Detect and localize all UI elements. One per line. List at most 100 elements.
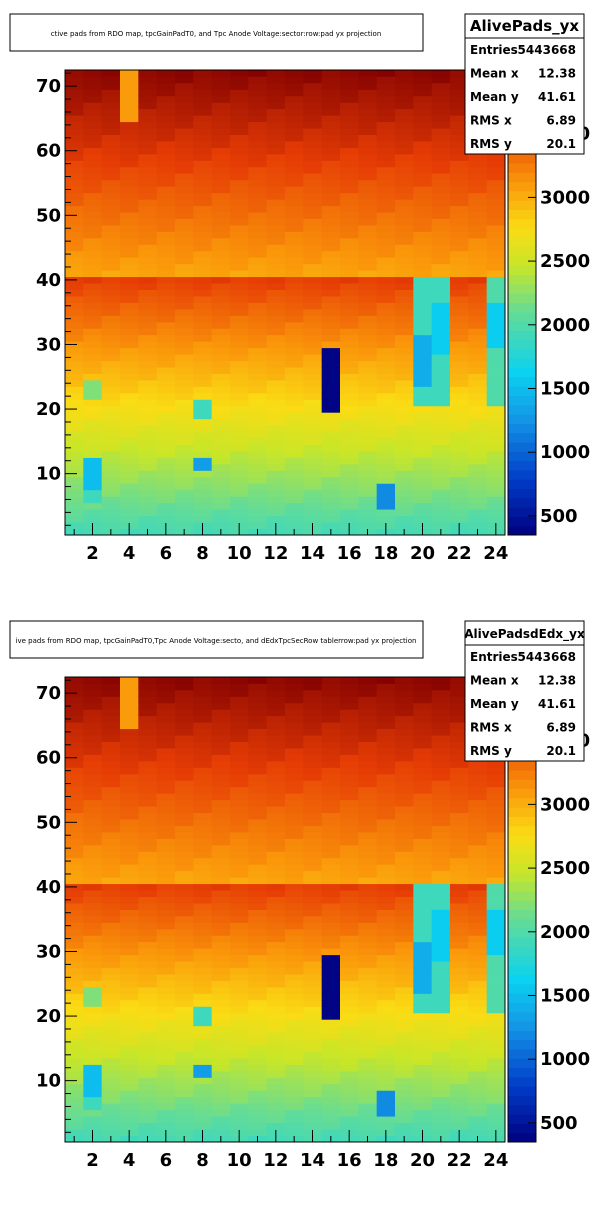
heatmap-cell	[450, 1090, 469, 1098]
heatmap-cell	[395, 857, 414, 865]
heatmap-cell	[266, 870, 286, 878]
heatmap-cell	[285, 915, 304, 923]
heatmap-cell	[413, 153, 433, 161]
heatmap-cell	[321, 153, 341, 161]
heatmap-cell	[83, 773, 103, 781]
palette-step	[508, 844, 536, 855]
heatmap-cell	[156, 328, 176, 336]
heatmap-cell	[486, 386, 506, 394]
heatmap-cell	[303, 760, 323, 768]
heatmap-cell	[120, 773, 139, 781]
heatmap-cell	[138, 954, 158, 962]
heatmap-cell	[156, 832, 176, 839]
heatmap-cell	[156, 496, 176, 504]
heatmap-cell	[193, 1045, 213, 1052]
palette-step	[508, 1058, 536, 1069]
heatmap-cell	[358, 1083, 378, 1091]
heatmap-cell	[285, 128, 304, 135]
heatmap-cell	[266, 76, 286, 84]
heatmap-cell	[303, 1038, 323, 1046]
heatmap-cell	[156, 457, 176, 465]
heatmap-cell	[303, 857, 323, 865]
heatmap-cell	[376, 819, 396, 826]
heatmap-cell	[395, 748, 414, 755]
heatmap-cell	[376, 405, 396, 413]
heatmap-cell	[248, 819, 268, 826]
heatmap-cell	[340, 444, 359, 452]
heatmap-cell	[248, 308, 268, 316]
heatmap-cell	[285, 399, 304, 407]
heatmap-cell	[395, 767, 414, 775]
heatmap-cell	[83, 237, 103, 245]
heatmap-cell	[340, 1109, 359, 1117]
heatmap-cell	[358, 192, 378, 200]
heatmap-cell	[175, 974, 194, 981]
heatmap-cell	[303, 754, 323, 762]
heatmap-cell	[120, 392, 139, 400]
heatmap-cell	[486, 806, 506, 814]
heatmap-cell	[211, 1096, 231, 1104]
heatmap-cell	[413, 773, 433, 781]
heatmap-cell	[285, 702, 304, 710]
heatmap-cell	[340, 496, 359, 504]
title-box	[9, 13, 424, 52]
heatmap-cell	[303, 328, 323, 336]
heatmap-cell	[120, 689, 139, 697]
heatmap-cell	[376, 483, 396, 491]
heatmap-cell	[486, 444, 506, 452]
heatmap-cell	[358, 1064, 378, 1072]
palette-step	[508, 918, 536, 929]
heatmap-cell	[303, 877, 323, 885]
heatmap-cell	[376, 735, 396, 742]
heatmap-cell	[321, 1058, 341, 1065]
heatmap-cell	[340, 95, 359, 103]
heatmap-cell	[413, 1090, 433, 1098]
heatmap-cell	[431, 354, 451, 362]
heatmap-cell	[395, 225, 414, 232]
heatmap-cell	[175, 1051, 194, 1059]
heatmap-cell	[321, 425, 341, 433]
heatmap-cell	[395, 141, 414, 148]
heatmap-cell	[303, 476, 323, 484]
heatmap-cell	[376, 463, 396, 471]
heatmap-cell	[248, 334, 268, 342]
heatmap-cell	[340, 399, 359, 407]
heatmap-cell	[120, 987, 139, 994]
heatmap-cell	[468, 489, 488, 497]
heatmap-cell	[285, 147, 304, 155]
heatmap-cell	[486, 935, 506, 943]
heatmap-cell	[358, 360, 378, 368]
heatmap-cell	[450, 999, 469, 1007]
heatmap-cell	[468, 392, 488, 400]
heatmap-cell	[120, 967, 139, 975]
heatmap-cell	[321, 877, 341, 885]
heatmap-cell	[413, 1038, 433, 1046]
heatmap-cell	[266, 922, 286, 930]
heatmap-cell	[193, 186, 213, 194]
heatmap-cell	[138, 851, 158, 859]
heatmap-cell	[431, 225, 451, 232]
heatmap-cell	[285, 166, 304, 174]
heatmap-cell	[468, 380, 488, 387]
heatmap-cell	[138, 1090, 158, 1098]
heatmap-cell	[175, 877, 194, 885]
heatmap-cell	[413, 489, 433, 497]
heatmap-cell	[266, 748, 286, 755]
heatmap-cell	[193, 296, 213, 303]
heatmap-cell	[193, 760, 213, 768]
heatmap-cell	[486, 308, 506, 316]
heatmap-cell	[138, 141, 158, 148]
heatmap-cell	[175, 967, 194, 975]
heatmap-cell	[376, 360, 396, 368]
heatmap-cell	[321, 1077, 341, 1085]
heatmap-cell	[340, 806, 359, 814]
heatmap-cell	[101, 250, 121, 258]
heatmap-cell	[486, 909, 506, 917]
heatmap-cell	[65, 696, 84, 704]
heatmap-cell	[486, 1103, 506, 1111]
heatmap-cell	[138, 1006, 158, 1014]
heatmap-cell	[138, 819, 158, 826]
heatmap-cell	[101, 102, 121, 110]
heatmap-cell	[230, 1103, 249, 1111]
heatmap-cell	[211, 70, 231, 77]
